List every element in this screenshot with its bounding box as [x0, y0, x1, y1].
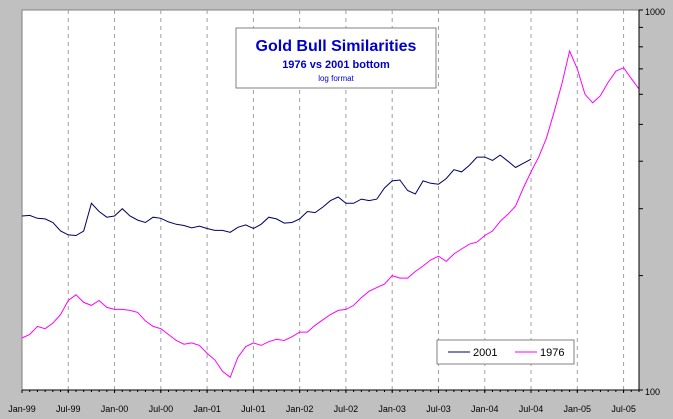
y-tick-label-100: 100 [645, 387, 660, 397]
legend-label-2001: 2001 [473, 347, 497, 359]
chart-note: log format [318, 74, 354, 83]
x-tick-label: Jul-99 [56, 404, 81, 414]
y-tick-label-1000: 1000 [645, 7, 665, 17]
series-lines [21, 49, 640, 379]
chart-title: Gold Bull Similarities [256, 38, 417, 55]
x-tick-label: Jul-05 [611, 404, 636, 414]
x-tick-label: Jan-02 [286, 404, 314, 414]
x-tick-label: Jul-01 [241, 404, 266, 414]
x-tick-label: Jul-04 [519, 404, 544, 414]
series-line-1976 [21, 49, 640, 379]
x-tick-label: Jul-03 [426, 404, 451, 414]
x-tick-label: Jan-99 [8, 404, 36, 414]
x-tick-label: Jan-05 [564, 404, 592, 414]
x-tick-label: Jan-01 [193, 404, 221, 414]
chart-subtitle: 1976 vs 2001 bottom [282, 59, 390, 71]
x-tick-labels: Jan-99 Jul-99 Jan-00 Jul-00 Jan-01 Jul-01 Jan-… [8, 390, 640, 414]
x-tick-label: Jan-04 [471, 404, 499, 414]
series-line-2001 [21, 154, 532, 237]
x-tick-label: Jan-00 [101, 404, 129, 414]
legend-label-1976: 1976 [540, 347, 564, 359]
x-tick-label: Jan-03 [378, 404, 406, 414]
x-tick-label: Jul-00 [149, 404, 174, 414]
title-box: Gold Bull Similarities 1976 vs 2001 bott… [235, 27, 437, 89]
x-tick-label: Jul-02 [334, 404, 359, 414]
legend: 2001 1976 [436, 339, 575, 365]
title-box-frame [235, 27, 437, 89]
